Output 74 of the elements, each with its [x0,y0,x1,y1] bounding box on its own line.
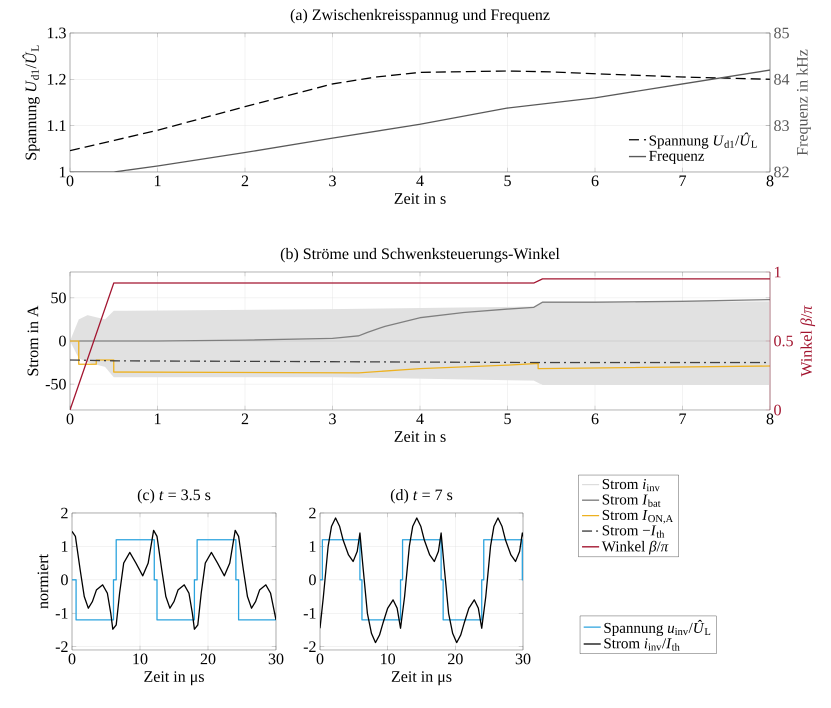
chart-title: (a) Zwischenkreisspannug und Frequenz [290,8,550,24]
x-tick-label: 6 [592,414,599,424]
legend-label: Strom I$_{bat}$ [602,494,661,507]
line-series [72,530,276,630]
x-tick-label: 5 [504,414,511,424]
y-tick-label: 2 [309,508,316,518]
legend-label: Winkel β/π [602,540,669,555]
y-tick-label: 1.3 [48,28,66,38]
x-tick-label: 3 [329,176,336,186]
x-tick-label: 30 [516,654,530,664]
legend-label: Spannung u$_{inv}$/Û$_{L}$ [604,620,710,636]
y-axis-title: normiert [38,554,48,609]
y-tick-label: -2 [304,641,316,652]
y2-tick-label: 85 [774,28,789,38]
y-tick-label: 2 [61,508,68,518]
y-tick-label: 1 [62,541,68,552]
line-series [70,70,770,152]
x-tick-label: 8 [766,414,774,424]
legend-label: Frequenz [649,150,704,164]
x-tick-label: 10 [133,654,148,664]
legend-label: Strom I$_{ON,A}$ [602,510,674,524]
y2-tick-label: 84 [774,74,790,85]
legend-label: Spannung U$_{d1}$/Û$_{L}$ [650,132,757,149]
x-tick-label: 1 [154,414,161,424]
x-tick-label: 7 [680,176,686,186]
chart-title: (c) t = 3.5 s [138,488,210,504]
x-tick-label: 5 [504,176,511,186]
y-tick-label: -2 [56,641,68,652]
x-tick-label: 0 [316,654,324,664]
x-tick-label: 20 [448,654,463,664]
legend-label: Strom −I$_{th}$ [602,525,664,538]
y-axis-title: Strom in A [28,306,38,376]
line-series [70,340,770,374]
x-tick-label: 6 [592,176,599,186]
y-axis-title: Spannung U$_{d1}$/Û$_{L}$ [22,46,40,160]
x-tick-label: 8 [766,176,774,186]
x-tick-label: 3 [329,414,336,424]
x-tick-label: 30 [268,654,284,664]
y2-tick-label: 82 [774,166,789,178]
y-tick-label: 1 [60,166,66,178]
y2-tick-label: 0 [774,404,781,416]
line-series [320,517,524,644]
y2-tick-label: 1 [774,266,781,278]
y2-axis-title: Frequenz in kHz [796,50,811,156]
y-tick-label: -1 [56,608,68,619]
y-tick-label: 0 [59,336,66,346]
y2-axis-title: Winkel β/π [800,305,816,377]
chart-title: (d) t = 7 s [390,488,452,504]
x-tick-label: 7 [680,414,686,424]
x-tick-label: 20 [200,654,216,664]
x-axis-title: Zeit in μs [392,671,452,686]
y-tick-label: 1.2 [48,74,66,85]
y2-tick-label: 0.5 [774,336,793,346]
x-tick-label: 10 [381,654,396,664]
x-tick-label: 1 [154,176,161,186]
y-tick-label: 0 [309,574,316,586]
legend-label: Strom i$_{inv}$ [602,479,660,492]
y-tick-label: 0 [61,574,68,586]
y2-tick-label: 83 [774,120,789,132]
y-tick-label: 1 [310,541,316,552]
x-tick-label: 2 [242,176,248,186]
x-axis-title: Zeit in s [394,431,446,442]
x-tick-label: 4 [416,176,424,186]
x-axis-title: Zeit in μs [144,671,204,686]
y-tick-label: -50 [46,378,66,390]
x-tick-label: 4 [416,414,424,424]
y-tick-label: -1 [304,608,316,619]
chart-title: (b) Ströme und Schwenksteuerungs-Winkel [280,248,560,262]
x-axis-title: Zeit in s [394,193,446,204]
x-tick-label: 0 [68,654,76,664]
legend-label: Strom i$_{inv}$/I$_{th}$ [604,638,680,651]
y-tick-label: 50 [51,292,66,304]
x-tick-label: 2 [242,414,248,424]
y-tick-label: 1.1 [48,120,66,132]
